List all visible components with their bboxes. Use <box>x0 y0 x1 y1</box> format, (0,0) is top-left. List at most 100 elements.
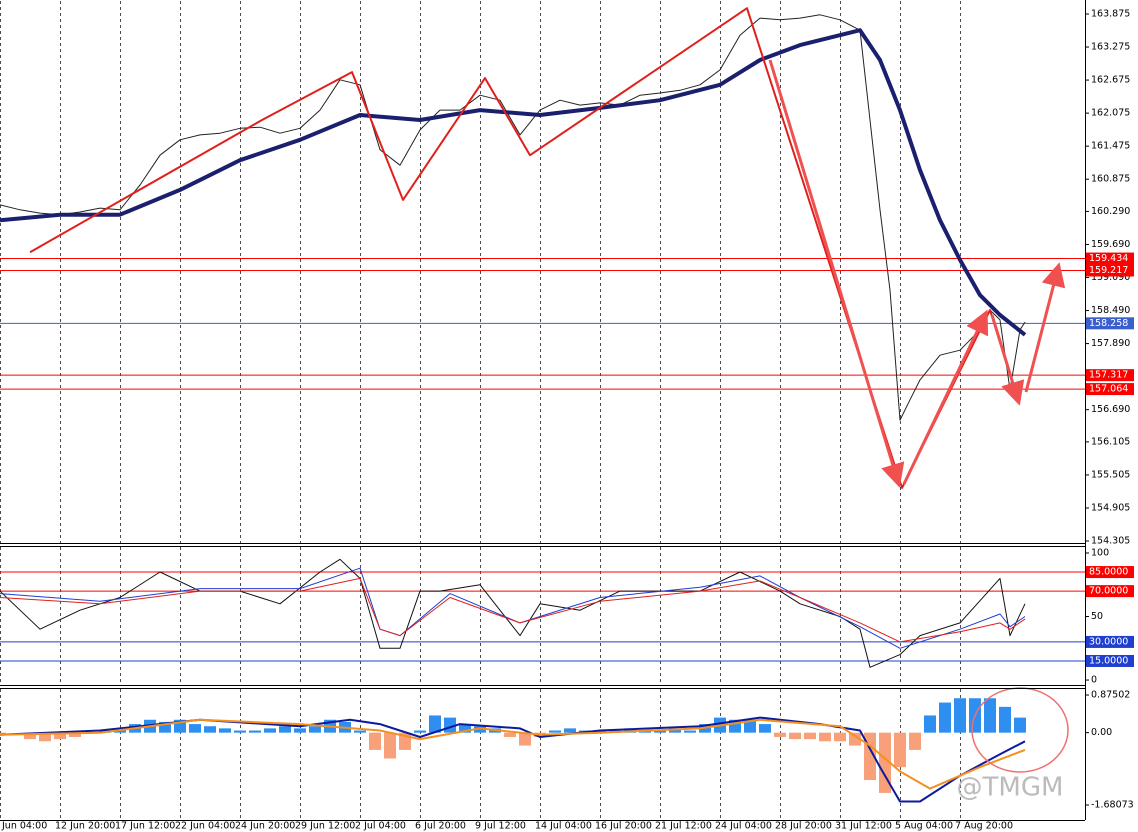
level-label-box <box>1086 264 1134 277</box>
histogram-bar <box>954 698 966 733</box>
histogram-bar <box>834 732 846 742</box>
level-label-box <box>1086 566 1134 579</box>
histogram-bar <box>849 732 861 746</box>
arrow <box>990 314 1025 406</box>
histogram-bar <box>924 715 936 733</box>
arrow <box>902 309 989 485</box>
arrows <box>768 59 1066 488</box>
histogram-bar <box>189 724 201 733</box>
level-label: 30.0000 <box>1089 636 1128 647</box>
y-tick-label: 163.275 <box>1091 42 1130 53</box>
x-tick-label: 2 Jul 04:00 <box>355 821 406 832</box>
x-tick-label: 14 Jul 04:00 <box>535 821 592 832</box>
level-label-box <box>1086 383 1134 396</box>
series-line <box>0 28 1027 337</box>
histogram-bar <box>219 728 231 733</box>
series-line <box>0 567 1026 649</box>
level-label-box <box>1086 585 1134 598</box>
x-tick-label: 5 Aug 04:00 <box>895 821 953 832</box>
histogram-bar <box>789 732 801 740</box>
y-tick-label: 161.475 <box>1091 141 1130 152</box>
x-tick-label: 17 Jun 12:00 <box>115 821 175 832</box>
histogram-bar <box>249 730 261 733</box>
histogram-bar <box>54 732 66 740</box>
y-tick-label: 160.875 <box>1091 174 1130 185</box>
y-tick-label: -1.68073 <box>1091 800 1134 811</box>
histogram-bar <box>879 732 891 793</box>
histogram-bar <box>1014 717 1026 733</box>
histogram-bar <box>309 726 321 733</box>
x-tick-label: 9 Jul 12:00 <box>475 821 526 832</box>
histogram-bar <box>429 715 441 733</box>
level-label: 159.217 <box>1089 265 1128 276</box>
level-label: 158.258 <box>1089 318 1128 329</box>
y-tick-label: 100 <box>1091 547 1109 558</box>
x-tick-label: 16 Jul 20:00 <box>595 821 652 832</box>
level-label: 15.0000 <box>1089 655 1128 666</box>
level-label-box <box>1086 252 1134 265</box>
histogram-bar <box>819 732 831 742</box>
level-label: 159.434 <box>1089 253 1128 264</box>
histogram-bar <box>759 724 771 733</box>
y-tick-label: 163.875 <box>1091 8 1130 19</box>
histogram-bar <box>549 730 561 733</box>
y-tick-label: 159.090 <box>1091 272 1130 283</box>
level-label-box <box>1086 369 1134 382</box>
histogram-bar <box>669 728 681 733</box>
x-tick-label: 12 Jun 20:00 <box>55 821 115 832</box>
x-tick-label: 6 Jul 20:00 <box>415 821 466 832</box>
y-tick-label: 160.290 <box>1091 206 1130 217</box>
level-label-box <box>1086 654 1134 667</box>
histogram-bar <box>279 726 291 733</box>
histogram-bar <box>504 732 516 737</box>
histogram-bar <box>804 732 816 740</box>
histogram-bar <box>39 732 51 742</box>
y-tick-label: 0.87502 <box>1091 690 1130 701</box>
level-label: 85.0000 <box>1089 567 1128 578</box>
y-tick-label: 155.505 <box>1091 469 1130 480</box>
watermark: @TMGM <box>957 773 1064 803</box>
y-tick-label: 154.305 <box>1091 536 1130 547</box>
x-tick-label: 22 Jun 04:00 <box>175 821 235 832</box>
histogram-bar <box>909 732 921 750</box>
series-line <box>0 577 1026 643</box>
level-label: 157.064 <box>1089 384 1128 395</box>
x-tick-label: 7 Aug 20:00 <box>955 821 1013 832</box>
y-tick-label: 0.00 <box>1091 727 1112 738</box>
histogram-bar <box>894 732 906 768</box>
histogram-bar <box>564 728 576 733</box>
level-label: 157.317 <box>1089 370 1128 381</box>
histogram-bar <box>939 702 951 733</box>
histogram-bar <box>999 706 1011 733</box>
y-tick-label: 156.690 <box>1091 404 1130 415</box>
x-tick-label: 28 Jul 20:00 <box>775 821 832 832</box>
histogram-bar <box>474 726 486 733</box>
x-tick-label: 21 Jul 12:00 <box>655 821 712 832</box>
y-tick-label: 0 <box>1091 675 1097 686</box>
y-tick-label: 159.690 <box>1091 239 1130 250</box>
histogram-bar <box>354 730 366 733</box>
histogram-bar <box>744 719 756 733</box>
histogram-bar <box>684 730 696 733</box>
histogram-bar <box>264 728 276 733</box>
x-tick-label: 31 Jul 12:00 <box>835 821 892 832</box>
histogram-bar <box>774 732 786 737</box>
x-tick-label: Jun 04:00 <box>1 821 47 832</box>
histogram-bar <box>459 724 471 733</box>
y-tick-label: 162.075 <box>1091 108 1130 119</box>
histogram-bar <box>204 726 216 733</box>
x-tick-label: 24 Jul 04:00 <box>715 821 772 832</box>
histogram-bar <box>294 728 306 733</box>
y-tick-label: 154.905 <box>1091 502 1130 513</box>
histogram-bar <box>69 732 81 737</box>
histogram-bar <box>414 730 426 733</box>
histogram-bar <box>234 730 246 733</box>
y-tick-label: 157.890 <box>1091 338 1130 349</box>
histogram-bar <box>384 732 396 759</box>
y-tick-label: 162.675 <box>1091 75 1130 86</box>
y-tick-label: 50 <box>1091 611 1103 622</box>
x-tick-label: 29 Jun 12:00 <box>295 821 355 832</box>
